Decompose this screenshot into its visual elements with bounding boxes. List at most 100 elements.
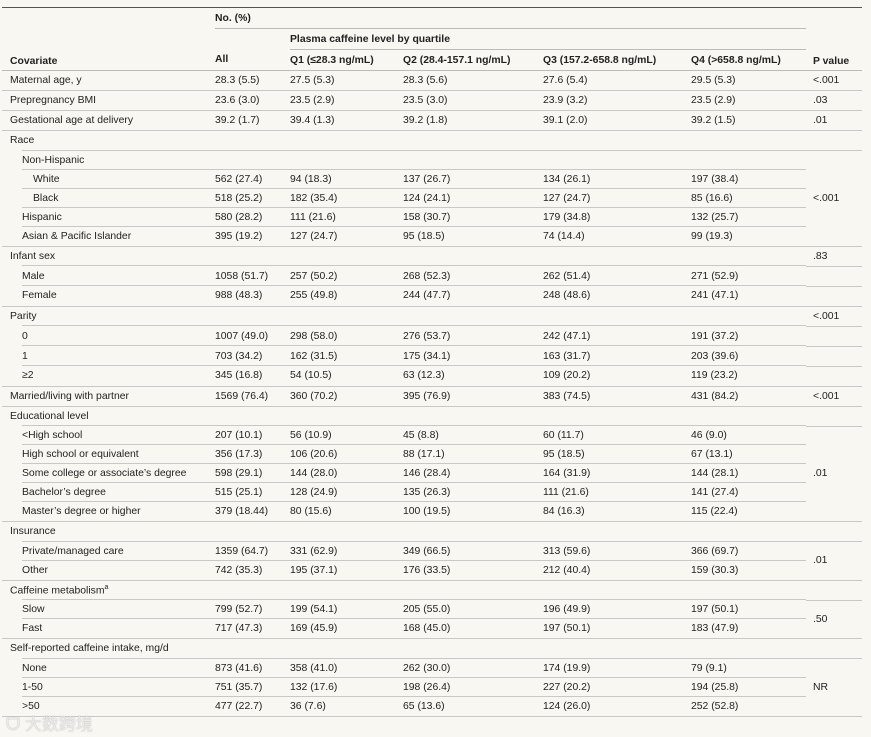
header-q3: Q3 (157.2-658.8 ng/mL)	[543, 49, 691, 71]
cell-q1: 360 (70.2)	[290, 386, 403, 407]
cell-q2: 175 (34.1)	[403, 346, 543, 366]
row-label: White	[2, 170, 215, 189]
cell-q4	[691, 639, 807, 659]
table-row: Race	[2, 130, 863, 151]
row-label: Some college or associate’s degree	[2, 464, 215, 483]
row-label: Self-reported caffeine intake, mg/d	[2, 639, 215, 659]
table-row: Other 742 (35.3) 195 (37.1) 176 (33.5) 212 (…	[2, 560, 862, 581]
cell-q4: 191 (37.2)	[691, 326, 807, 346]
row-label: Master’s degree or higher	[2, 502, 215, 522]
table-row: Some college or associate’s degree 598 (2…	[2, 464, 862, 483]
cell-q2: 198 (26.4)	[403, 678, 543, 697]
table-row: ≥2 345 (16.8) 54 (10.5) 63 (12.3) 109 (20.2)…	[2, 366, 863, 387]
cell-q3: 134 (26.1)	[543, 170, 691, 189]
cell-q4	[691, 306, 807, 326]
cell-q3: 262 (51.4)	[543, 266, 691, 286]
cell-q3: 74 (14.4)	[543, 226, 691, 247]
cell-q2: 28.3 (5.6)	[403, 70, 543, 91]
header-no-pct: No. (%)	[215, 7, 807, 29]
row-label: None	[2, 659, 215, 678]
cell-q3: 174 (19.9)	[543, 659, 691, 678]
cell-q4: 39.2 (1.5)	[691, 110, 807, 131]
table-row: Hispanic 580 (28.2) 111 (21.6) 158 (30.7) 17…	[2, 208, 862, 227]
row-label: Insurance	[2, 522, 215, 542]
cell-p-value	[806, 638, 863, 659]
cell-q2: 158 (30.7)	[403, 208, 543, 227]
cell-p-value: .83	[806, 246, 863, 267]
row-label: Infant sex	[2, 246, 215, 266]
cell-q3: 242 (47.1)	[543, 326, 691, 346]
cell-p-value: <.001	[806, 70, 863, 91]
cell-q3	[543, 639, 691, 659]
row-label-text: Parity	[10, 310, 37, 322]
cell-p-value	[806, 521, 863, 542]
cell-q1: 162 (31.5)	[290, 346, 403, 366]
cell-q1: 257 (50.2)	[290, 266, 403, 286]
table-row: Prepregnancy BMI 23.6 (3.0) 23.5 (2.9) 23.5…	[2, 90, 863, 111]
cell-all: 345 (16.8)	[215, 366, 290, 387]
cell-q4: 141 (27.4)	[691, 483, 807, 502]
cell-p-value	[806, 326, 863, 347]
row-label: Other	[2, 560, 215, 581]
cell-q2: 63 (12.3)	[403, 366, 543, 387]
table-row: <High school 207 (10.1) 56 (10.9) 45 (8.8) 6…	[2, 426, 863, 522]
cell-q2: 95 (18.5)	[403, 226, 543, 247]
cell-p-value	[806, 130, 863, 151]
table-row: Slow 799 (52.7) 199 (54.1) 205 (55.0) 196 (4…	[2, 600, 863, 639]
cell-q4: 23.5 (2.9)	[691, 90, 807, 111]
cell-q1: 94 (18.3)	[290, 170, 403, 189]
cell-q2: 39.2 (1.8)	[403, 110, 543, 131]
cell-q2: 276 (53.7)	[403, 326, 543, 346]
cell-all	[215, 580, 290, 600]
cell-all: 717 (47.3)	[215, 619, 290, 639]
row-label: Female	[2, 286, 215, 307]
covariates-table: Covariate No. (%) P value Plasma caffein…	[2, 7, 863, 717]
cell-all	[215, 246, 290, 266]
cell-q3: 227 (20.2)	[543, 678, 691, 697]
cell-all: 1007 (49.0)	[215, 326, 290, 346]
cell-all: 703 (34.2)	[215, 346, 290, 366]
cell-p-value	[806, 366, 863, 387]
row-label-text: Maternal age, y	[10, 75, 82, 86]
cell-q2: 205 (55.0)	[403, 600, 543, 619]
row-label-text: Insurance	[10, 526, 56, 538]
cell-all: 515 (25.1)	[215, 483, 290, 502]
cell-q4: 85 (16.6)	[691, 189, 807, 208]
cell-q4: 194 (25.8)	[691, 678, 807, 697]
table-row: Educational level	[2, 406, 863, 427]
row-label-text: 1	[22, 350, 28, 362]
cell-p-value	[806, 346, 863, 367]
row-label-text: High school or equivalent	[22, 449, 139, 460]
cell-all: 39.2 (1.7)	[215, 110, 290, 131]
cell-p-value: <.001	[806, 150, 863, 247]
cell-q3: 124 (26.0)	[543, 696, 691, 717]
row-label: Slow	[2, 600, 215, 619]
row-label: Asian & Pacific Islander	[2, 226, 215, 247]
row-label: Parity	[2, 306, 215, 326]
cell-q4: 67 (13.1)	[691, 445, 807, 464]
cell-q4: 79 (9.1)	[691, 659, 807, 678]
header-q4: Q4 (>658.8 ng/mL)	[691, 49, 807, 71]
row-label: Prepregnancy BMI	[2, 90, 215, 111]
cell-q3	[543, 306, 691, 326]
cell-q3: 163 (31.7)	[543, 346, 691, 366]
cell-q2	[403, 306, 543, 326]
cell-q4	[691, 131, 807, 151]
row-label: High school or equivalent	[2, 445, 215, 464]
cell-q1: 128 (24.9)	[290, 483, 403, 502]
row-label: Hispanic	[2, 208, 215, 227]
cell-p-value: .01	[806, 110, 863, 131]
row-label-text: Infant sex	[10, 250, 56, 262]
cell-q2	[403, 639, 543, 659]
row-label-text: ≥2	[22, 370, 34, 382]
cell-q3: 212 (40.4)	[543, 560, 691, 581]
cell-q1: 127 (24.7)	[290, 226, 403, 247]
row-label-text: Bachelor’s degree	[22, 487, 106, 498]
row-label-text: White	[33, 173, 60, 185]
header-plasma-quartile: Plasma caffeine level by quartile	[290, 28, 807, 50]
table-row: 1 703 (34.2) 162 (31.5) 175 (34.1) 163 (31.7…	[2, 346, 863, 367]
cell-q4	[691, 246, 807, 266]
cell-q4: 271 (52.9)	[691, 266, 807, 286]
table-row: >50 477 (22.7) 36 (7.6) 65 (13.6) 124 (26.0)…	[2, 696, 862, 717]
row-label: Maternal age, y	[2, 70, 215, 91]
